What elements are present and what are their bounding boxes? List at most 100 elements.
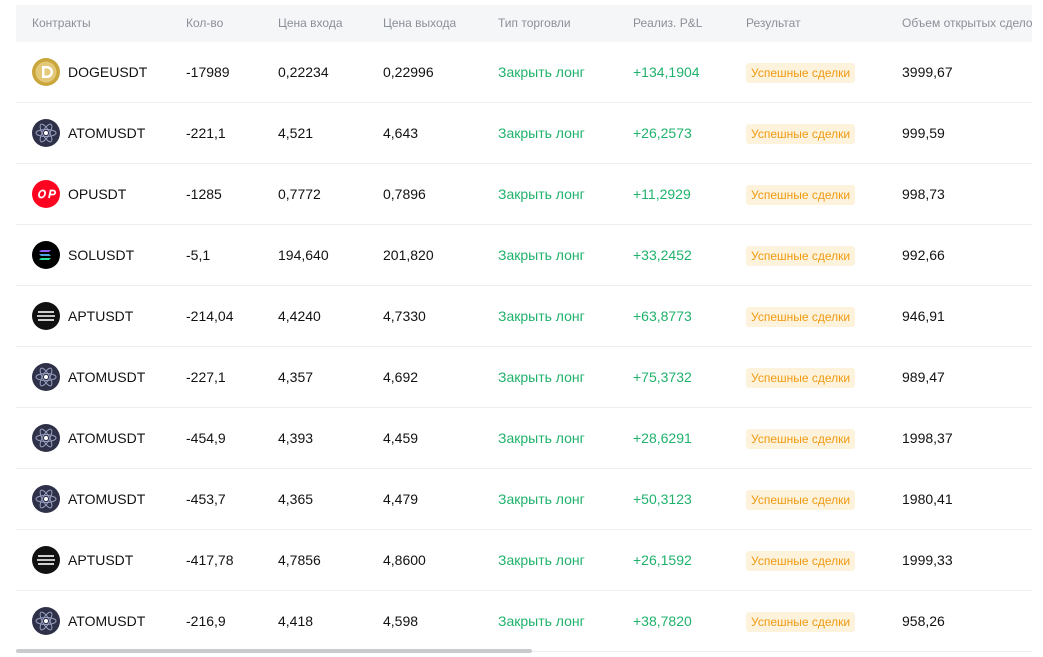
trade-type: Закрыть лонг xyxy=(498,430,585,446)
exit-price: 4,598 xyxy=(383,613,419,629)
result-badge: Успешные сделки xyxy=(746,307,856,327)
coin-icon xyxy=(32,485,60,513)
coin-icon xyxy=(32,607,60,635)
volume: 1998,37 xyxy=(902,430,953,446)
table-row[interactable]: APTUSDT -417,78 4,7856 4,8600 Закрыть лонг +2… xyxy=(16,530,1032,591)
trade-type: Закрыть лонг xyxy=(498,308,585,324)
realized-pnl: +63,8773 xyxy=(633,308,692,324)
volume: 989,47 xyxy=(902,369,945,385)
realized-pnl: +33,2452 xyxy=(633,247,692,263)
header-entry-price: Цена входа xyxy=(278,16,343,30)
exit-price: 0,22996 xyxy=(383,64,434,80)
entry-price: 4,365 xyxy=(278,491,314,507)
table-row[interactable]: ATOMUSDT -221,1 4,521 4,643 Закрыть лонг +26,… xyxy=(16,103,1032,164)
trade-type: Закрыть лонг xyxy=(498,247,585,263)
result-badge: Успешные сделки xyxy=(746,368,856,388)
entry-price: 4,4240 xyxy=(278,308,321,324)
quantity: -227,1 xyxy=(186,369,226,385)
quantity: -17989 xyxy=(186,64,230,80)
coin-icon xyxy=(32,119,60,147)
coin-icon xyxy=(32,363,60,391)
volume: 946,91 xyxy=(902,308,945,324)
contract: DOGEUSDT xyxy=(68,64,148,80)
coin-icon xyxy=(32,180,60,208)
result-badge: Успешные сделки xyxy=(746,185,856,205)
exit-price: 4,8600 xyxy=(383,552,426,568)
result-badge: Успешные сделки xyxy=(746,551,856,571)
contract: ATOMUSDT xyxy=(68,613,146,629)
entry-price: 4,521 xyxy=(278,125,314,141)
quantity: -454,9 xyxy=(186,430,226,446)
table-row[interactable]: ATOMUSDT -227,1 4,357 4,692 Закрыть лонг +75,… xyxy=(16,347,1032,408)
contract: APTUSDT xyxy=(68,552,134,568)
volume: 999,59 xyxy=(902,125,945,141)
volume: 992,66 xyxy=(902,247,945,263)
contract: APTUSDT xyxy=(68,308,134,324)
entry-price: 0,22234 xyxy=(278,64,329,80)
table-row[interactable]: DOGEUSDT -17989 0,22234 0,22996 Закрыть лонг… xyxy=(16,42,1032,103)
contract: ATOMUSDT xyxy=(68,369,146,385)
realized-pnl: +26,1592 xyxy=(633,552,692,568)
realized-pnl: +26,2573 xyxy=(633,125,692,141)
table-row[interactable]: APTUSDT -214,04 4,4240 4,7330 Закрыть лонг +6… xyxy=(16,286,1032,347)
entry-price: 4,393 xyxy=(278,430,314,446)
trades-table: Контракты Кол-во Цена входа Цена выхода Тип … xyxy=(16,5,1032,652)
trade-type: Закрыть лонг xyxy=(498,125,585,141)
realized-pnl: +11,2929 xyxy=(633,186,691,202)
table-row[interactable]: OPUSDT -1285 0,7772 0,7896 Закрыть лонг +11,2… xyxy=(16,164,1032,225)
quantity: -5,1 xyxy=(186,247,211,263)
quantity: -417,78 xyxy=(186,552,234,568)
contract: ATOMUSDT xyxy=(68,430,146,446)
exit-price: 4,479 xyxy=(383,491,419,507)
coin-icon xyxy=(32,241,60,269)
realized-pnl: +28,6291 xyxy=(633,430,692,446)
volume: 1999,33 xyxy=(902,552,953,568)
quantity: -221,1 xyxy=(186,125,226,141)
result-badge: Успешные сделки xyxy=(746,63,856,83)
coin-icon xyxy=(32,546,60,574)
contract: ATOMUSDT xyxy=(68,125,146,141)
realized-pnl: +50,3123 xyxy=(633,491,692,507)
coin-icon xyxy=(32,302,60,330)
quantity: -214,04 xyxy=(186,308,234,324)
result-badge: Успешные сделки xyxy=(746,612,856,632)
result-badge: Успешные сделки xyxy=(746,246,856,266)
exit-price: 4,643 xyxy=(383,125,419,141)
entry-price: 4,418 xyxy=(278,613,314,629)
table-row[interactable]: ATOMUSDT -453,7 4,365 4,479 Закрыть лонг +50,… xyxy=(16,469,1032,530)
quantity: -453,7 xyxy=(186,491,226,507)
exit-price: 4,7330 xyxy=(383,308,426,324)
volume: 958,26 xyxy=(902,613,945,629)
result-badge: Успешные сделки xyxy=(746,429,856,449)
table-row[interactable]: SOLUSDT -5,1 194,640 201,820 Закрыть лонг +33… xyxy=(16,225,1032,286)
header-trade-type: Тип торговли xyxy=(498,16,571,30)
table-row[interactable]: ATOMUSDT -216,9 4,418 4,598 Закрыть лонг +38,… xyxy=(16,591,1032,652)
header-volume: Объем открытых сделок xyxy=(902,16,1032,30)
trade-type: Закрыть лонг xyxy=(498,369,585,385)
header-result: Результат xyxy=(746,16,801,30)
entry-price: 194,640 xyxy=(278,247,329,263)
realized-pnl: +134,1904 xyxy=(633,64,700,80)
contract: ATOMUSDT xyxy=(68,491,146,507)
header-contract: Контракты xyxy=(32,16,91,30)
entry-price: 0,7772 xyxy=(278,186,321,202)
contract: OPUSDT xyxy=(68,186,127,202)
volume: 1980,41 xyxy=(902,491,953,507)
horizontal-scrollbar[interactable] xyxy=(16,649,532,653)
exit-price: 4,692 xyxy=(383,369,419,385)
header-quantity: Кол-во xyxy=(186,16,224,30)
result-badge: Успешные сделки xyxy=(746,490,856,510)
header-exit-price: Цена выхода xyxy=(383,16,457,30)
trade-type: Закрыть лонг xyxy=(498,552,585,568)
coin-icon xyxy=(32,424,60,452)
table-header: Контракты Кол-во Цена входа Цена выхода Тип … xyxy=(16,5,1032,42)
realized-pnl: +38,7820 xyxy=(633,613,692,629)
entry-price: 4,357 xyxy=(278,369,314,385)
realized-pnl: +75,3732 xyxy=(633,369,692,385)
trade-type: Закрыть лонг xyxy=(498,186,585,202)
coin-icon xyxy=(32,58,60,86)
trade-type: Закрыть лонг xyxy=(498,64,585,80)
table-row[interactable]: ATOMUSDT -454,9 4,393 4,459 Закрыть лонг +28,… xyxy=(16,408,1032,469)
exit-price: 4,459 xyxy=(383,430,419,446)
